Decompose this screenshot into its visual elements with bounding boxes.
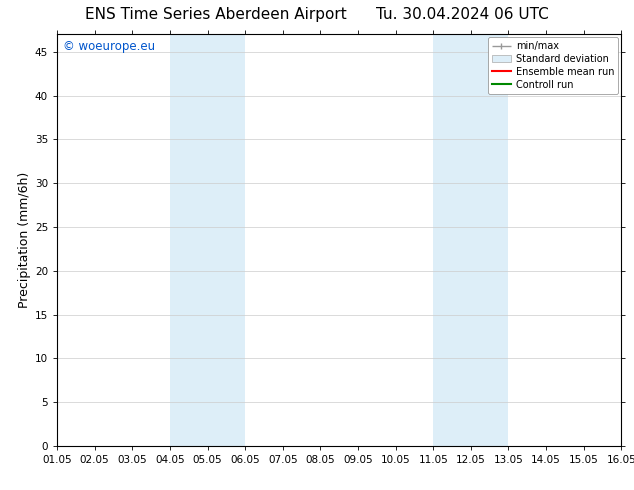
Y-axis label: Precipitation (mm/6h): Precipitation (mm/6h) bbox=[18, 172, 30, 308]
Bar bbox=[433, 34, 508, 446]
Text: © woeurope.eu: © woeurope.eu bbox=[63, 41, 155, 53]
Text: ENS Time Series Aberdeen Airport      Tu. 30.04.2024 06 UTC: ENS Time Series Aberdeen Airport Tu. 30.… bbox=[85, 7, 549, 23]
Bar bbox=[170, 34, 245, 446]
Legend: min/max, Standard deviation, Ensemble mean run, Controll run: min/max, Standard deviation, Ensemble me… bbox=[488, 37, 618, 94]
